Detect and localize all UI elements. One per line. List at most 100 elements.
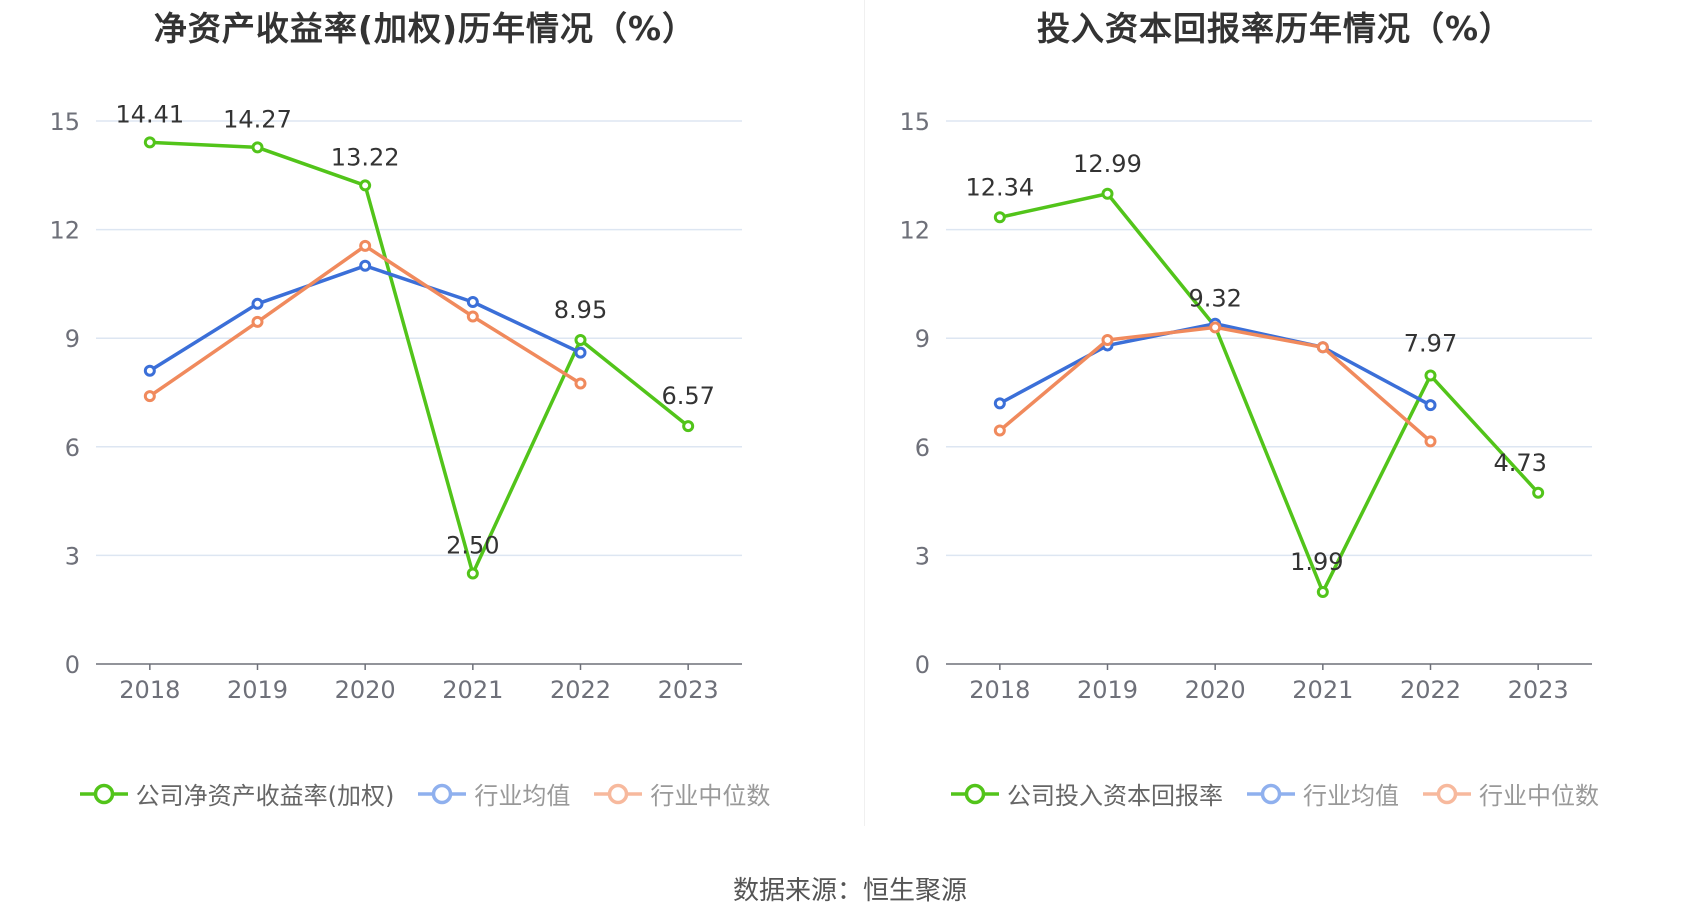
data-point [1101,187,1114,200]
series-line [999,192,1540,594]
data-point [359,259,372,272]
data-point [1424,399,1437,412]
legend-item[interactable]: 行业均值 [418,776,570,811]
data-label: 14.41 [115,100,184,128]
legend-label: 公司净资产收益率(加权) [135,782,395,810]
x-tick-label: 2021 [442,676,503,704]
y-tick-label: 3 [915,542,930,570]
data-point [143,390,156,403]
roic-chart-panel: 投入资本回报率历年情况（%） 0 3 6 9 12 15 2018 2019 2020 2021 2… [850,0,1700,830]
data-label: 6.57 [661,382,714,410]
y-tick-label: 6 [915,434,930,462]
data-label: 4.73 [1493,449,1546,477]
roe-chart-panel: 净资产收益率(加权)历年情况（%） 0 3 6 9 12 15 2018 2019 2020 20… [0,0,850,830]
legend-marker [1260,783,1282,804]
roic-line-chart: 0 3 6 9 12 15 2018 2019 2020 2021 2022 2023 12.34 12.… [899,108,1592,704]
data-point [1316,341,1329,354]
data-point [143,136,156,149]
data-point [1424,435,1437,448]
x-tick-label: 2023 [658,676,719,704]
legend-line-icon [594,783,643,804]
series-line [998,325,1432,443]
legend-label: 行业均值 [1303,782,1399,810]
legend-item[interactable]: 公司净资产收益率(加权) [79,776,395,811]
y-tick-label: 12 [899,217,930,245]
data-label: 9.32 [1188,285,1241,313]
y-tick-label: 3 [65,542,80,570]
chart-title: 投入资本回报率历年情况（%） [1036,9,1514,48]
legend-marker [93,783,114,804]
y-tick-label: 6 [65,434,80,462]
roe-line-chart: 0 3 6 9 12 15 2018 2019 2020 2021 2022 2023 14.41 14.… [49,100,742,704]
data-point [574,334,587,347]
data-point [1101,334,1114,347]
data-point [466,567,479,580]
data-point [1316,585,1329,598]
data-label: 12.99 [1073,150,1142,178]
x-tick-label: 2022 [550,676,611,704]
data-point [574,346,587,359]
data-point [1209,321,1222,334]
data-point [251,315,264,328]
data-point [1424,369,1437,382]
y-tick-label: 0 [65,651,80,679]
y-tick-label: 15 [899,108,930,136]
legend-item[interactable]: 行业中位数 [1423,776,1599,811]
legend-label: 行业中位数 [1479,782,1599,810]
x-tick-label: 2019 [227,676,288,704]
data-label: 7.97 [1404,329,1457,357]
data-label: 1.99 [1290,548,1343,576]
data-point [1532,486,1545,499]
legend-label: 行业均值 [474,782,571,810]
legend-item[interactable]: 公司投入资本回报率 [951,776,1223,811]
data-point [143,364,156,377]
data-point [359,179,372,192]
y-tick-label: 9 [65,325,80,353]
legend-line-icon [418,783,467,804]
chart-legend: 公司净资产收益率(加权) 行业均值 行业中位数 [0,776,850,811]
legend-marker [964,783,986,804]
y-tick-label: 12 [49,217,80,245]
data-point [993,424,1006,437]
data-source-note: 数据来源：恒生聚源 [732,876,967,906]
legend-marker [432,783,453,804]
panel-divider [864,0,865,826]
data-label: 13.22 [331,143,400,171]
x-tick-label: 2018 [119,676,180,704]
legend-item[interactable]: 行业中位数 [594,776,770,811]
y-tick-label: 9 [915,325,930,353]
data-point [359,239,372,252]
data-point [993,211,1006,224]
data-label: 12.34 [965,173,1034,201]
legend-line-icon [79,783,128,804]
x-tick-label: 2022 [1400,676,1461,704]
data-point [466,296,479,308]
data-label: 2.50 [446,532,499,560]
legend-item[interactable]: 行业均值 [1247,776,1399,811]
legend-label: 公司投入资本回报率 [1007,782,1223,810]
legend-marker [608,783,629,804]
chart-legend: 公司投入资本回报率 行业均值 行业中位数 [850,776,1700,811]
series-line [148,264,582,373]
data-point [682,420,695,433]
legend-line-icon [1247,783,1295,804]
x-tick-label: 2023 [1508,676,1569,704]
data-point [251,141,264,154]
legend-line-icon [1423,783,1471,804]
legend-label: 行业中位数 [650,782,771,810]
x-tick-label: 2020 [335,676,396,704]
x-tick-label: 2018 [969,676,1030,704]
data-point [993,397,1006,410]
data-label: 8.95 [554,296,607,324]
data-point [574,377,587,390]
data-point [466,310,479,323]
data-label: 14.27 [223,105,292,133]
x-tick-label: 2021 [1292,676,1353,704]
data-point [251,297,264,310]
chart-title: 净资产收益率(加权)历年情况（%） [153,9,697,48]
x-tick-label: 2019 [1077,676,1138,704]
legend-line-icon [951,783,999,804]
x-tick-label: 2020 [1185,676,1246,704]
y-tick-label: 0 [915,651,930,679]
y-tick-label: 15 [49,108,80,136]
